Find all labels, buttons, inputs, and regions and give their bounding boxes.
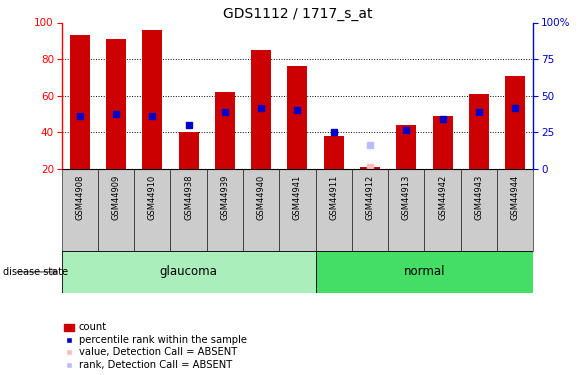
Text: GSM44909: GSM44909 [111,174,121,220]
Text: GSM44941: GSM44941 [293,174,302,220]
Bar [243,169,280,251]
Bar [469,94,489,169]
Text: GSM44940: GSM44940 [257,174,265,220]
Bar [323,136,343,169]
Bar [287,66,308,169]
Text: GSM44908: GSM44908 [75,174,84,220]
Bar [315,169,352,251]
Bar [505,75,525,169]
Bar [352,169,388,251]
Bar [497,169,533,251]
Bar [179,132,199,169]
Bar [171,169,207,251]
Bar [106,39,126,169]
Bar [134,169,171,251]
Bar [62,169,98,251]
Text: GSM44938: GSM44938 [184,174,193,220]
Legend: count, percentile rank within the sample, value, Detection Call = ABSENT, rank, : count, percentile rank within the sample… [64,322,247,370]
Title: GDS1112 / 1717_s_at: GDS1112 / 1717_s_at [223,8,372,21]
Bar [62,251,315,292]
Text: GSM44910: GSM44910 [148,174,156,220]
Bar [98,169,134,251]
Text: GSM44942: GSM44942 [438,174,447,220]
Bar [432,116,452,169]
Bar [280,169,315,251]
Bar [360,167,380,169]
Text: GSM44913: GSM44913 [402,174,411,220]
Bar [207,169,243,251]
Bar [461,169,497,251]
Bar [215,92,235,169]
Bar [424,169,461,251]
Bar [70,35,90,169]
Bar [142,30,162,169]
Text: GSM44943: GSM44943 [474,174,483,220]
Bar [388,169,424,251]
Text: GSM44912: GSM44912 [366,174,374,220]
Text: GSM44944: GSM44944 [510,174,520,220]
Text: GSM44939: GSM44939 [220,174,229,220]
Text: disease state: disease state [3,267,68,277]
Bar [315,251,533,292]
Text: GSM44911: GSM44911 [329,174,338,220]
Bar [396,125,416,169]
Bar [251,50,271,169]
Text: normal: normal [404,266,445,278]
Text: glaucoma: glaucoma [159,266,217,278]
